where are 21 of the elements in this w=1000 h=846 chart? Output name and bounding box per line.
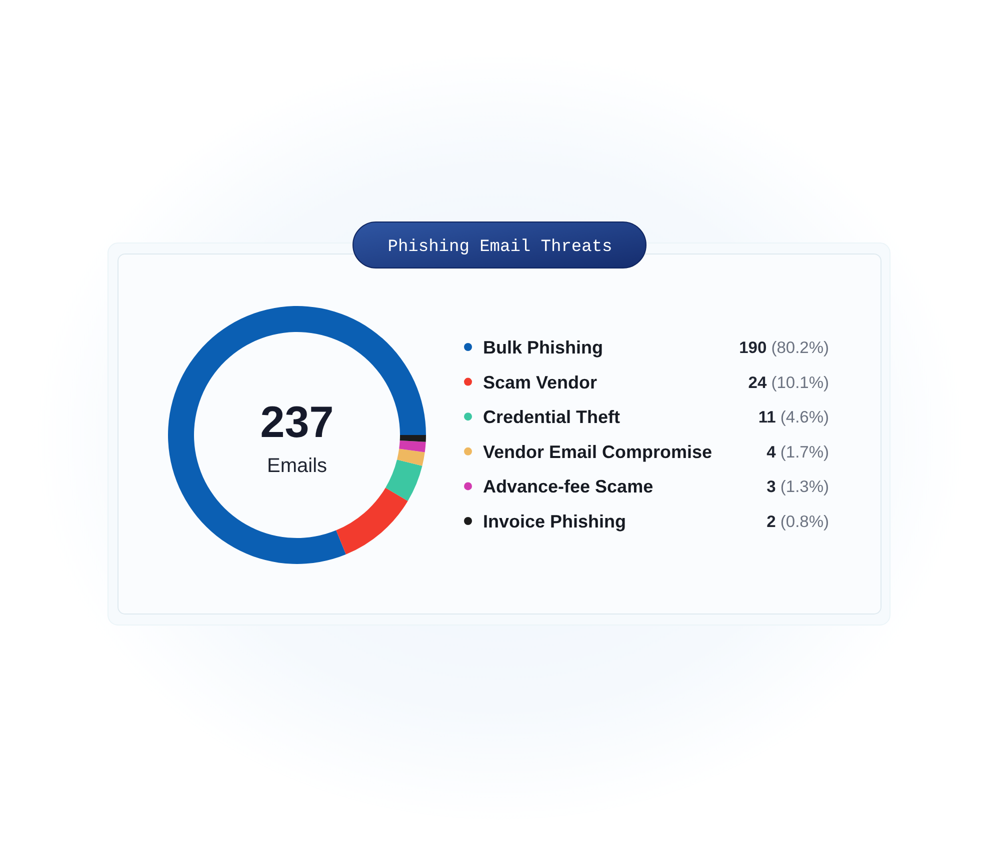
data-label: 4 (1.7%) — [766, 443, 829, 462]
legend-label: Vendor Email Compromise — [483, 442, 712, 462]
donut-slice — [400, 435, 426, 442]
data-label: 24 (10.1%) — [748, 374, 829, 392]
text: 237 — [260, 398, 334, 447]
donut-slice — [336, 488, 408, 554]
data-label: 11 (4.6%) — [758, 408, 829, 427]
legend-label: Invoice Phishing — [483, 512, 626, 532]
data-label: 2 (0.8%) — [766, 513, 829, 531]
text: Emails — [266, 455, 328, 477]
chart-title: Phishing Email Threats — [388, 238, 612, 257]
legend-label: Advance-fee Scame — [483, 476, 654, 497]
donut-slice — [399, 440, 426, 452]
data-label: 3 (1.3%) — [766, 478, 829, 496]
donut-slice — [386, 460, 422, 501]
donut-slice — [168, 306, 426, 564]
legend-label: Credential Theft — [483, 407, 620, 428]
legend-label: Bulk Phishing — [483, 338, 604, 358]
legend-label: Scam Vendor — [483, 372, 598, 392]
donut-slice — [397, 448, 425, 466]
data-label: 190 (80.2%) — [739, 339, 829, 357]
